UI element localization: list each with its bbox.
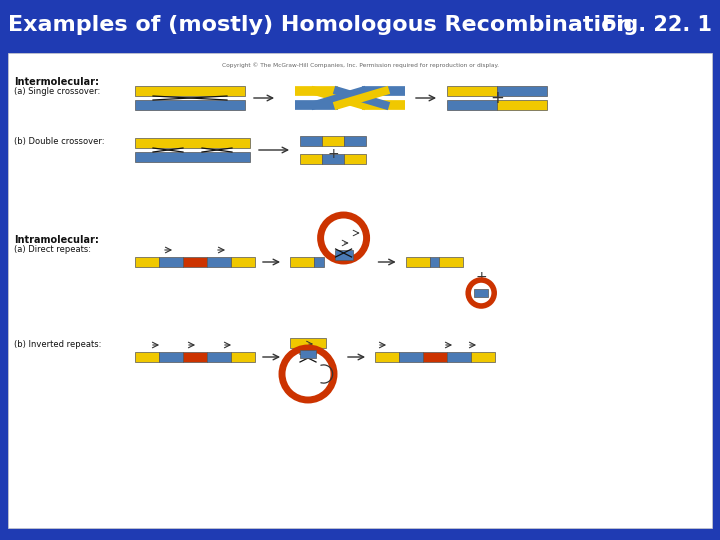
Bar — [0, 0, 720, 51]
Bar — [135, 257, 159, 267]
Text: Copyright © The McGraw-Hill Companies, Inc. Permission required for reproduction: Copyright © The McGraw-Hill Companies, I… — [222, 62, 498, 68]
Bar — [135, 352, 159, 362]
Text: +: + — [475, 270, 487, 284]
Bar — [135, 152, 250, 162]
Bar — [344, 136, 366, 146]
Bar — [290, 257, 314, 267]
Bar — [423, 352, 447, 362]
Text: (a) Direct repeats:: (a) Direct repeats: — [14, 245, 91, 254]
Bar — [183, 352, 207, 362]
Bar — [322, 154, 344, 164]
Bar — [8, 53, 712, 528]
Bar — [375, 352, 399, 362]
Bar — [207, 352, 231, 362]
Text: Fig. 22. 1: Fig. 22. 1 — [602, 15, 712, 35]
Bar — [335, 250, 353, 260]
Bar — [300, 136, 322, 146]
Bar — [497, 86, 547, 96]
Text: +: + — [327, 147, 339, 161]
Bar — [300, 350, 316, 358]
Text: (a) Single crossover:: (a) Single crossover: — [14, 87, 100, 96]
Bar — [159, 257, 183, 267]
Bar — [344, 154, 366, 164]
Bar — [447, 86, 497, 96]
Bar — [135, 86, 245, 96]
Bar — [183, 257, 207, 267]
Bar — [0, 530, 720, 540]
Text: +: + — [490, 89, 504, 107]
Bar — [207, 257, 231, 267]
Bar — [399, 352, 423, 362]
Bar — [322, 136, 344, 146]
Bar — [231, 352, 255, 362]
Bar — [290, 338, 326, 348]
Bar — [300, 154, 322, 164]
Bar — [430, 257, 439, 267]
Bar — [447, 352, 471, 362]
Bar — [314, 257, 323, 267]
Bar — [447, 100, 497, 110]
Text: (b) Inverted repeats:: (b) Inverted repeats: — [14, 340, 102, 349]
Text: Intermolecular:: Intermolecular: — [14, 77, 99, 87]
Bar — [159, 352, 183, 362]
Bar — [231, 257, 255, 267]
Bar — [405, 257, 430, 267]
Text: Intramolecular:: Intramolecular: — [14, 235, 99, 245]
Bar — [135, 100, 245, 110]
Bar — [497, 100, 547, 110]
Bar — [474, 289, 488, 297]
Bar — [439, 257, 463, 267]
Text: Examples of (mostly) Homologous Recombination: Examples of (mostly) Homologous Recombin… — [8, 15, 632, 35]
Bar — [471, 352, 495, 362]
Bar — [135, 138, 250, 148]
Text: (b) Double crossover:: (b) Double crossover: — [14, 137, 104, 146]
